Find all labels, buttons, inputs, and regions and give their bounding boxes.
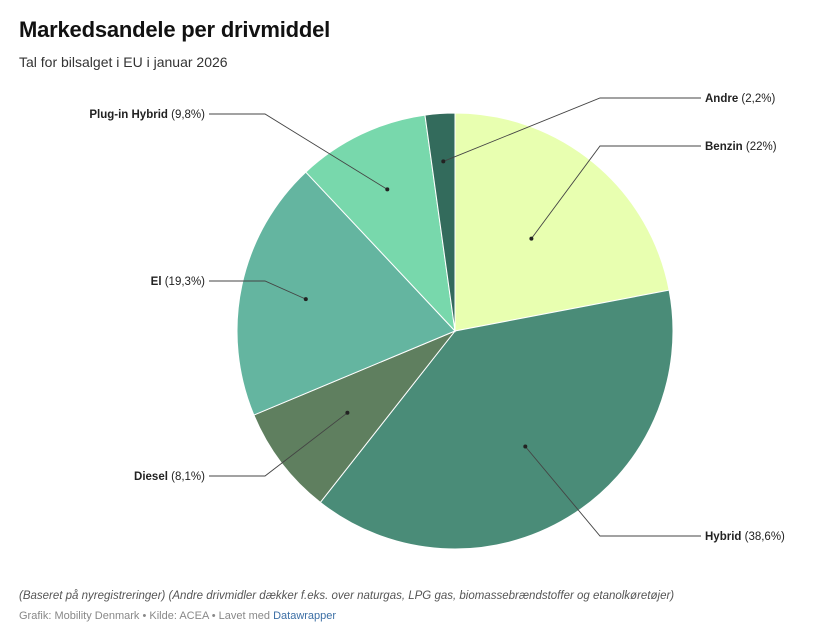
datawrapper-link[interactable]: Datawrapper [273,610,337,622]
pie-slice-andre[interactable] [424,112,456,332]
leader-line-el [209,280,306,300]
slice-label-value: (8,1%) [168,471,205,483]
pie-slice-benzin[interactable] [454,112,670,332]
slice-label-value: (22%) [743,141,777,153]
leader-dot-andre [441,159,446,164]
slice-labels: Benzin (22%) Hybrid (38,6%) Diesel (8,1%) E… [89,93,785,543]
slice-label-benzin: Benzin (22%) [705,141,777,153]
slice-label-value: (19,3%) [162,276,206,288]
slice-label-diesel: Diesel (8,1%) [134,471,205,483]
leader-dot-benzin [529,236,534,241]
slice-label-name: El [151,276,162,288]
slice-label-value: (2,2%) [738,93,775,105]
leader-line-benzin [531,145,701,239]
leader-dot-plug-in-hybrid [385,187,390,192]
slice-label-name: Andre [705,93,738,105]
leader-line-andre [443,97,701,162]
pie-slice-hybrid[interactable] [319,289,674,550]
slice-label-hybrid: Hybrid (38,6%) [705,531,785,543]
pie-chart: Benzin (22%) Hybrid (38,6%) Diesel (8,1%) E… [89,93,785,550]
pie-slice-el[interactable] [236,171,456,416]
slice-label-value: (9,8%) [168,109,205,121]
label-leader-lines [209,97,701,537]
slice-label-name: Benzin [705,141,743,153]
chart-title: Markedsandele per drivmiddel [19,17,331,42]
chart-notes: (Baseret på nyregistreringer) (Andre dri… [19,590,675,602]
slice-label-el: El (19,3%) [151,276,206,288]
chart-byline: Grafik: Mobility Denmark • Kilde: ACEA •… [19,610,336,622]
pie-slice-plug-in-hybrid[interactable] [305,114,456,333]
slice-label-value: (38,6%) [741,531,785,543]
leader-dot-el [303,297,308,302]
byline-text: Grafik: Mobility Denmark • Kilde: ACEA •… [19,610,274,622]
leader-line-hybrid [524,446,701,537]
slice-label-plug-in-hybrid: Plug-in Hybrid (9,8%) [89,109,205,121]
slice-label-name: Diesel [134,471,168,483]
leader-dot-hybrid [523,444,528,449]
leader-line-plug-in-hybrid [209,113,388,190]
pie-slices [236,112,674,550]
slice-label-andre: Andre (2,2%) [705,93,775,105]
slice-label-name: Plug-in Hybrid [89,109,168,121]
leader-line-diesel [209,412,348,477]
slice-label-name: Hybrid [705,531,741,543]
leader-dot-diesel [345,410,350,415]
chart-subtitle: Tal for bilsalget i EU i januar 2026 [19,54,228,70]
